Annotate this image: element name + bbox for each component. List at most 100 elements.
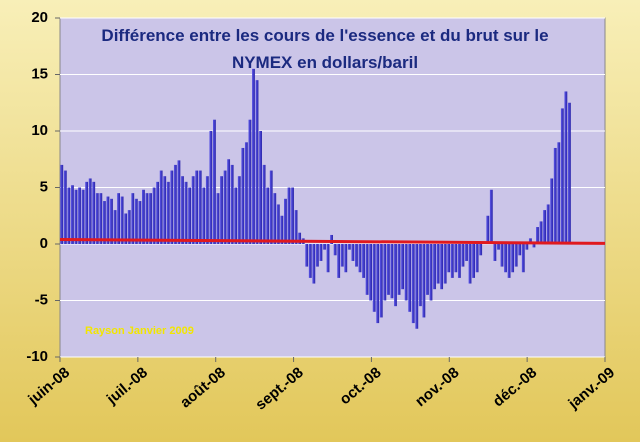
bar [308,244,312,278]
bar [404,244,408,301]
bar [166,181,170,244]
bar [390,244,394,299]
bar [376,244,380,324]
y-tick-label: -5 [35,291,48,308]
bar [262,164,266,244]
bar [319,244,323,261]
bar [177,160,181,244]
bar [127,210,131,244]
bar [269,170,273,244]
bar [330,234,333,244]
bar [568,102,571,244]
bar [465,244,468,261]
bar [365,244,369,295]
bar [110,198,113,244]
bar [504,244,507,273]
bar [280,215,284,244]
bar [248,119,252,244]
bar [472,244,475,278]
bar [500,244,504,267]
bar [220,176,223,244]
bar [173,164,177,244]
bar [159,170,163,244]
bar [436,244,440,284]
bar [216,193,220,244]
bar [468,244,472,284]
bar [539,221,543,244]
bar [198,170,202,244]
bar [230,164,234,244]
y-tick-label: 5 [40,178,48,195]
bar [450,244,454,278]
bar [362,244,365,278]
bar [426,244,429,295]
bar [113,210,117,244]
bar [489,189,493,244]
bar [379,244,383,318]
bar [422,244,426,318]
bar [252,68,255,244]
bar [227,159,231,244]
bar [102,201,106,244]
bar [99,193,103,244]
bar [163,176,167,244]
bar [457,244,461,278]
bar [237,176,241,244]
bar [202,187,206,244]
bar [71,185,74,244]
bar [372,244,376,312]
bar [106,196,110,244]
bar [401,244,404,290]
bar [514,244,518,267]
bar [95,193,99,244]
bar [418,244,422,307]
bar [134,198,138,244]
bar [479,244,483,256]
y-tick-label: 15 [31,65,48,82]
bar [291,187,294,244]
y-tick-label: 10 [31,122,48,139]
bar [152,187,156,244]
bar [85,181,89,244]
bar [191,176,195,244]
bar [284,198,287,244]
trend-line [59,237,606,245]
bar [560,108,564,245]
bar [454,244,458,273]
annotation: Rayson Janvier 2009 [85,325,194,337]
bar [337,244,341,278]
bar [88,178,92,244]
bar [525,244,529,250]
bar [74,189,78,244]
bar [397,244,401,295]
bar [276,204,280,244]
bar [181,176,184,244]
bar [333,244,337,256]
bar [298,232,302,244]
bar [156,181,160,244]
bar [124,213,128,244]
bar [149,193,152,244]
bar [447,244,451,273]
bar [358,244,362,273]
y-tick-label: 20 [31,9,48,26]
bar [532,244,536,248]
bar [205,176,209,244]
bar [340,244,344,267]
bar [326,244,330,273]
bar [507,244,511,278]
bar [550,178,554,244]
bar [440,244,444,290]
bar [415,244,419,329]
bar [411,244,415,324]
bar [493,244,497,261]
bar [92,181,96,244]
y-tick-label: 0 [40,235,48,252]
bar [511,244,515,273]
bar [443,244,447,284]
bar [383,244,387,301]
bar [408,244,412,312]
bar [355,244,358,267]
bar [138,201,142,244]
